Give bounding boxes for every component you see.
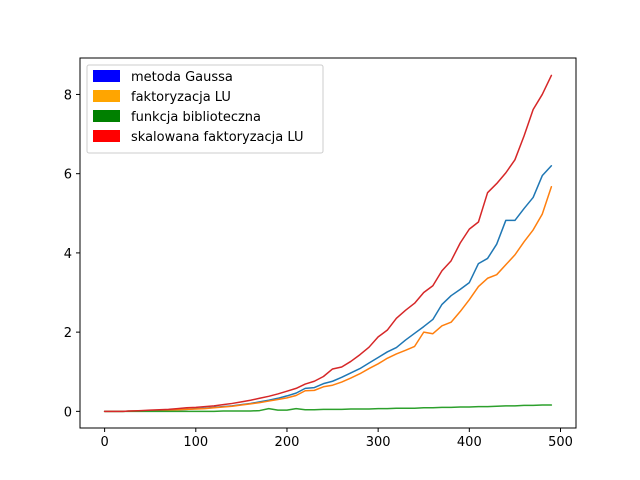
x-tick-label: 100 (183, 435, 208, 450)
legend-swatch-gaussa (93, 70, 120, 82)
axis-ticks: 0 100 200 300 400 500 0 2 4 6 8 (64, 88, 573, 450)
legend-label-lu: faktoryzacja LU (131, 90, 231, 105)
x-tick-label: 0 (100, 435, 108, 450)
y-tick-label: 8 (64, 88, 72, 103)
plot-frame (79, 57, 577, 429)
y-tick-label: 4 (64, 247, 72, 262)
legend: metoda Gaussa faktoryzacja LU funkcja bi… (86, 64, 324, 154)
x-tick-label: 400 (457, 435, 482, 450)
x-tick-label: 500 (548, 435, 573, 450)
y-tick-label: 6 (64, 168, 72, 183)
legend-swatch-library (93, 110, 120, 122)
series-line-2 (103, 404, 553, 413)
x-tick-label: 300 (366, 435, 391, 450)
legend-swatch-scaled-lu (93, 130, 120, 142)
y-tick-label: 2 (64, 326, 72, 341)
legend-label-library: funkcja biblioteczna (131, 110, 261, 125)
legend-swatch-lu (93, 90, 120, 102)
series-line-3 (103, 74, 553, 413)
legend-label-scaled-lu: skalowana faktoryzacja LU (131, 130, 303, 145)
plot-marks (103, 74, 553, 413)
series-line-1 (103, 186, 553, 413)
x-tick-label: 200 (275, 435, 300, 450)
legend-box (86, 64, 324, 154)
y-tick-label: 0 (64, 405, 72, 420)
legend-label-gaussa: metoda Gaussa (131, 70, 233, 85)
